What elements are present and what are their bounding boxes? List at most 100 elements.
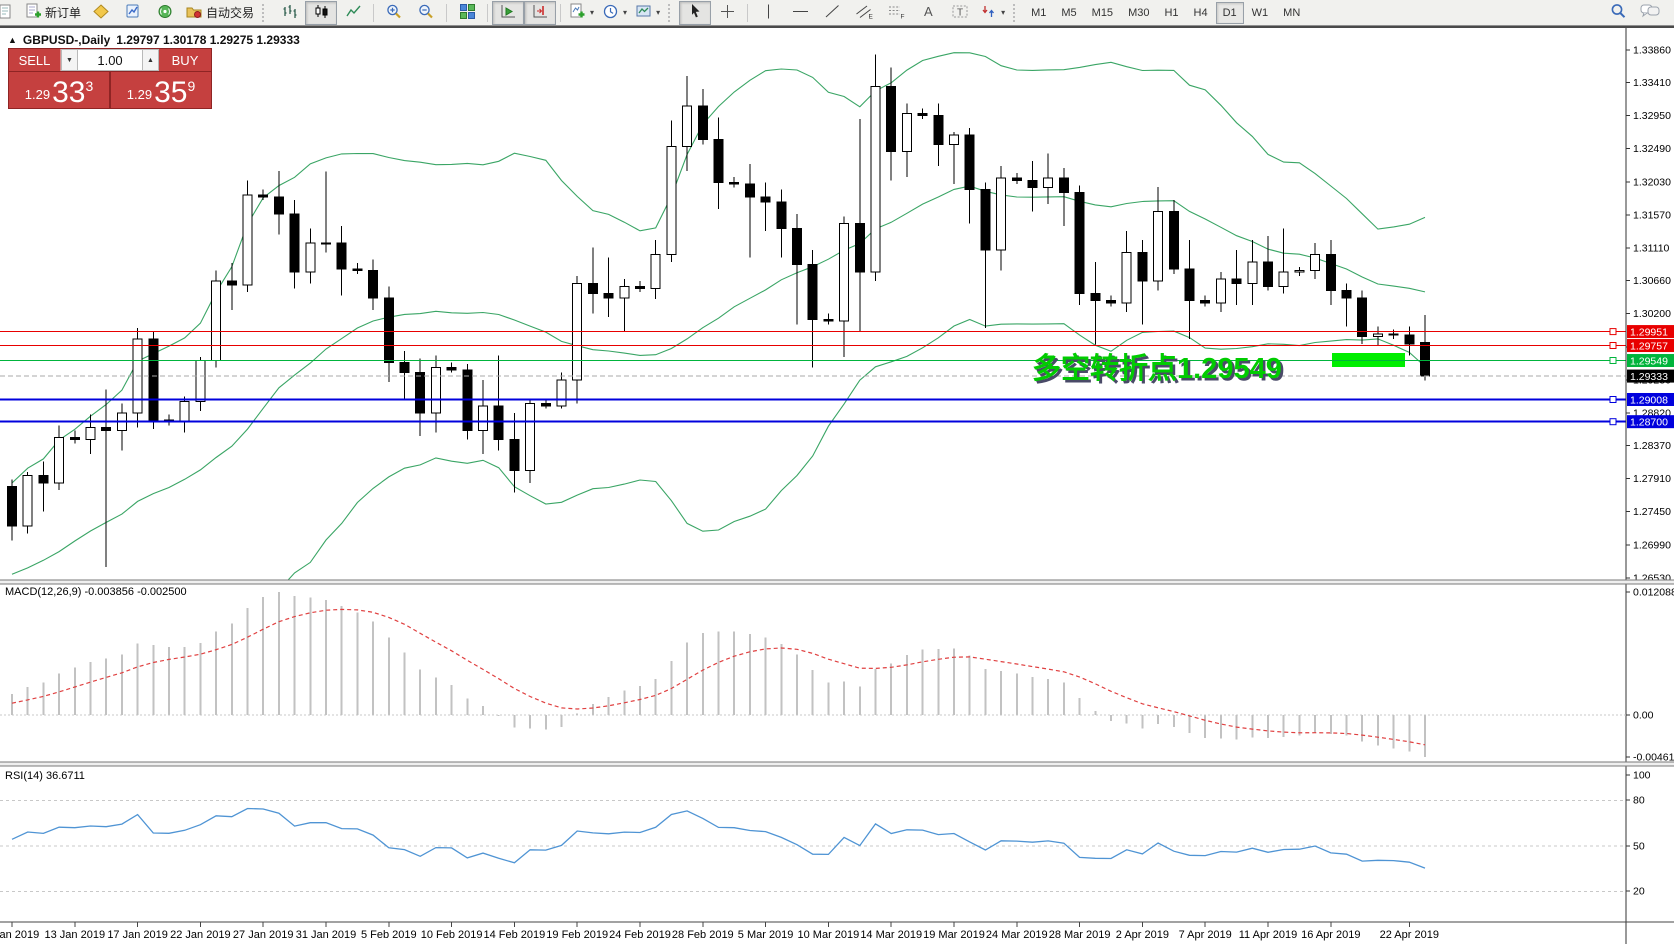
horizontal-line-tool-button[interactable] [784, 1, 816, 25]
chevron-down-icon: ▾ [590, 8, 595, 17]
date-axis-label: 27 Jan 2019 [233, 929, 294, 941]
zoom-in-icon [385, 3, 403, 23]
price-axis-tick-label: 1.33410 [1633, 77, 1671, 89]
cursor-tool-button[interactable] [679, 0, 712, 25]
level-line-handle[interactable] [1609, 396, 1617, 403]
trendline-tool-button[interactable] [816, 1, 848, 25]
price-axis-tick-label: 1.33860 [1633, 45, 1671, 57]
signal-icon [156, 3, 174, 23]
buy-price-display[interactable]: 1.29 35 9 [111, 72, 211, 108]
line-chart-mode-button[interactable] [337, 1, 369, 25]
annotation-text[interactable]: 多空转折点1.29549 [1032, 351, 1282, 385]
svg-text:1.29008: 1.29008 [1630, 394, 1668, 406]
timeframe-button-mn[interactable]: MN [1283, 6, 1301, 19]
svg-text:A: A [924, 4, 933, 19]
date-axis-label: 22 Apr 2019 [1380, 929, 1439, 941]
bollinger-upper-band [11, 52, 1426, 484]
chart-symbol-period: GBPUSD-,Daily [22, 33, 111, 47]
date-axis-label: 10 Mar 2019 [798, 929, 860, 941]
volume-increase-button[interactable]: ▲ [142, 49, 160, 71]
bar-chart-mode-button[interactable] [273, 1, 305, 25]
crosshair-icon [719, 3, 736, 23]
toolbar-grip [1013, 3, 1020, 22]
price-axis-tick-label: 1.27910 [1633, 473, 1671, 485]
timeframe-button-h4[interactable]: H4 [1193, 6, 1208, 19]
fibonacci-icon: F [887, 3, 906, 23]
market-watch-button[interactable] [117, 1, 149, 25]
tile-windows-button[interactable] [451, 1, 483, 25]
price-axis-tick-label: 1.26990 [1633, 539, 1671, 551]
sell-button[interactable]: SELL [9, 49, 62, 71]
fibonacci-tool-button[interactable]: F [880, 1, 912, 25]
rsi-indicator-label: RSI(14) 36.6711 [5, 770, 85, 782]
timeframe-button-m1[interactable]: M1 [1031, 6, 1047, 19]
timeframe-button-m15[interactable]: M15 [1091, 6, 1114, 19]
price-axis-tick-label: 1.28370 [1633, 440, 1671, 452]
chevron-down-icon: ▾ [1001, 8, 1006, 17]
auto-scroll-button[interactable] [492, 0, 525, 25]
metaeditor-button[interactable] [85, 1, 117, 25]
date-axis-label: 11 Apr 2019 [1239, 929, 1298, 941]
horizontal-line-icon [791, 3, 810, 23]
buy-price-prefix: 1.29 [126, 87, 153, 102]
channel-icon: E [855, 3, 874, 23]
level-line-handle[interactable] [1609, 418, 1617, 426]
zoom-in-button[interactable] [378, 1, 410, 25]
periods-button[interactable]: ▾ [598, 1, 631, 25]
new-order-button[interactable]: 新订单 [21, 1, 85, 25]
candlestick-mode-button[interactable] [305, 0, 338, 25]
date-axis-label: 7 Apr 2019 [1179, 929, 1232, 941]
level-line-handle[interactable] [1609, 342, 1617, 349]
chart-title: ▲ GBPUSD-,Daily 1.29797 1.30178 1.29275 … [8, 33, 300, 47]
crosshair-tool-button[interactable] [711, 1, 743, 25]
new-chart-button[interactable] [0, 1, 21, 25]
date-axis-label: 14 Feb 2019 [484, 929, 546, 941]
price-axis-tick-label: 1.32030 [1633, 176, 1671, 188]
date-axis-label: 5 Mar 2019 [738, 929, 794, 941]
text-label-tool-button[interactable]: T [944, 1, 976, 25]
one-click-collapse-icon[interactable]: ▲ [8, 35, 17, 45]
chart-shift-icon [532, 3, 549, 23]
indicators-button[interactable]: ▾ [565, 1, 598, 25]
chart-shift-button[interactable] [524, 0, 557, 25]
price-level-label [1627, 369, 1674, 383]
chart-canvas[interactable]: 多空转折点1.29549多空转折点1.295491.338601.334101.… [0, 28, 1674, 944]
vertical-line-tool-button[interactable] [752, 1, 784, 25]
search-icon [1609, 2, 1627, 23]
text-tool-button[interactable]: A [912, 1, 944, 25]
level-line-handle[interactable] [1609, 357, 1617, 364]
equidistant-channel-tool-button[interactable]: E [848, 1, 880, 25]
autotrading-label: 自动交易 [206, 6, 255, 20]
chevron-down-icon: ▾ [656, 8, 661, 17]
volume-decrease-button[interactable]: ▼ [61, 49, 79, 71]
buy-button[interactable]: BUY [159, 49, 211, 71]
toolbar-separator [373, 3, 375, 22]
search-button[interactable] [1602, 1, 1634, 25]
timeframe-button-m30[interactable]: M30 [1128, 6, 1150, 19]
timeframe-button-w1[interactable]: W1 [1251, 6, 1269, 19]
timeframe-button-d1[interactable]: D1 [1215, 1, 1244, 24]
level-line-handle[interactable] [1609, 328, 1617, 336]
text-icon: A [921, 3, 936, 23]
timeframe-button-h1[interactable]: H1 [1164, 6, 1179, 19]
main-toolbar: 新订单 自动交易 [0, 0, 1674, 26]
timeframe-button-m5[interactable]: M5 [1061, 6, 1077, 19]
toolbar-separator [560, 3, 562, 22]
autotrading-button[interactable]: 自动交易 [181, 1, 258, 25]
price-level-label [1627, 415, 1674, 429]
vertical-line-icon [762, 3, 775, 23]
zoom-out-button[interactable] [410, 1, 442, 25]
volume-input[interactable] [78, 49, 143, 71]
price-axis-tick-label: 1.27450 [1633, 506, 1671, 518]
macd-axis-label: 0.00 [1633, 710, 1654, 722]
arrows-tool-button[interactable]: ▾ [976, 1, 1009, 25]
price-axis-tick-label: 1.30200 [1633, 308, 1671, 320]
price-axis-tick-label: 1.30660 [1633, 275, 1671, 287]
svg-text:E: E [868, 13, 873, 20]
date-axis-label: 31 Jan 2019 [296, 929, 357, 941]
chat-button[interactable] [1634, 1, 1666, 25]
cursor-icon [688, 3, 703, 23]
templates-button[interactable]: ▾ [631, 1, 664, 25]
sell-price-display[interactable]: 1.29 33 3 [9, 72, 109, 108]
signals-button[interactable] [149, 1, 181, 25]
